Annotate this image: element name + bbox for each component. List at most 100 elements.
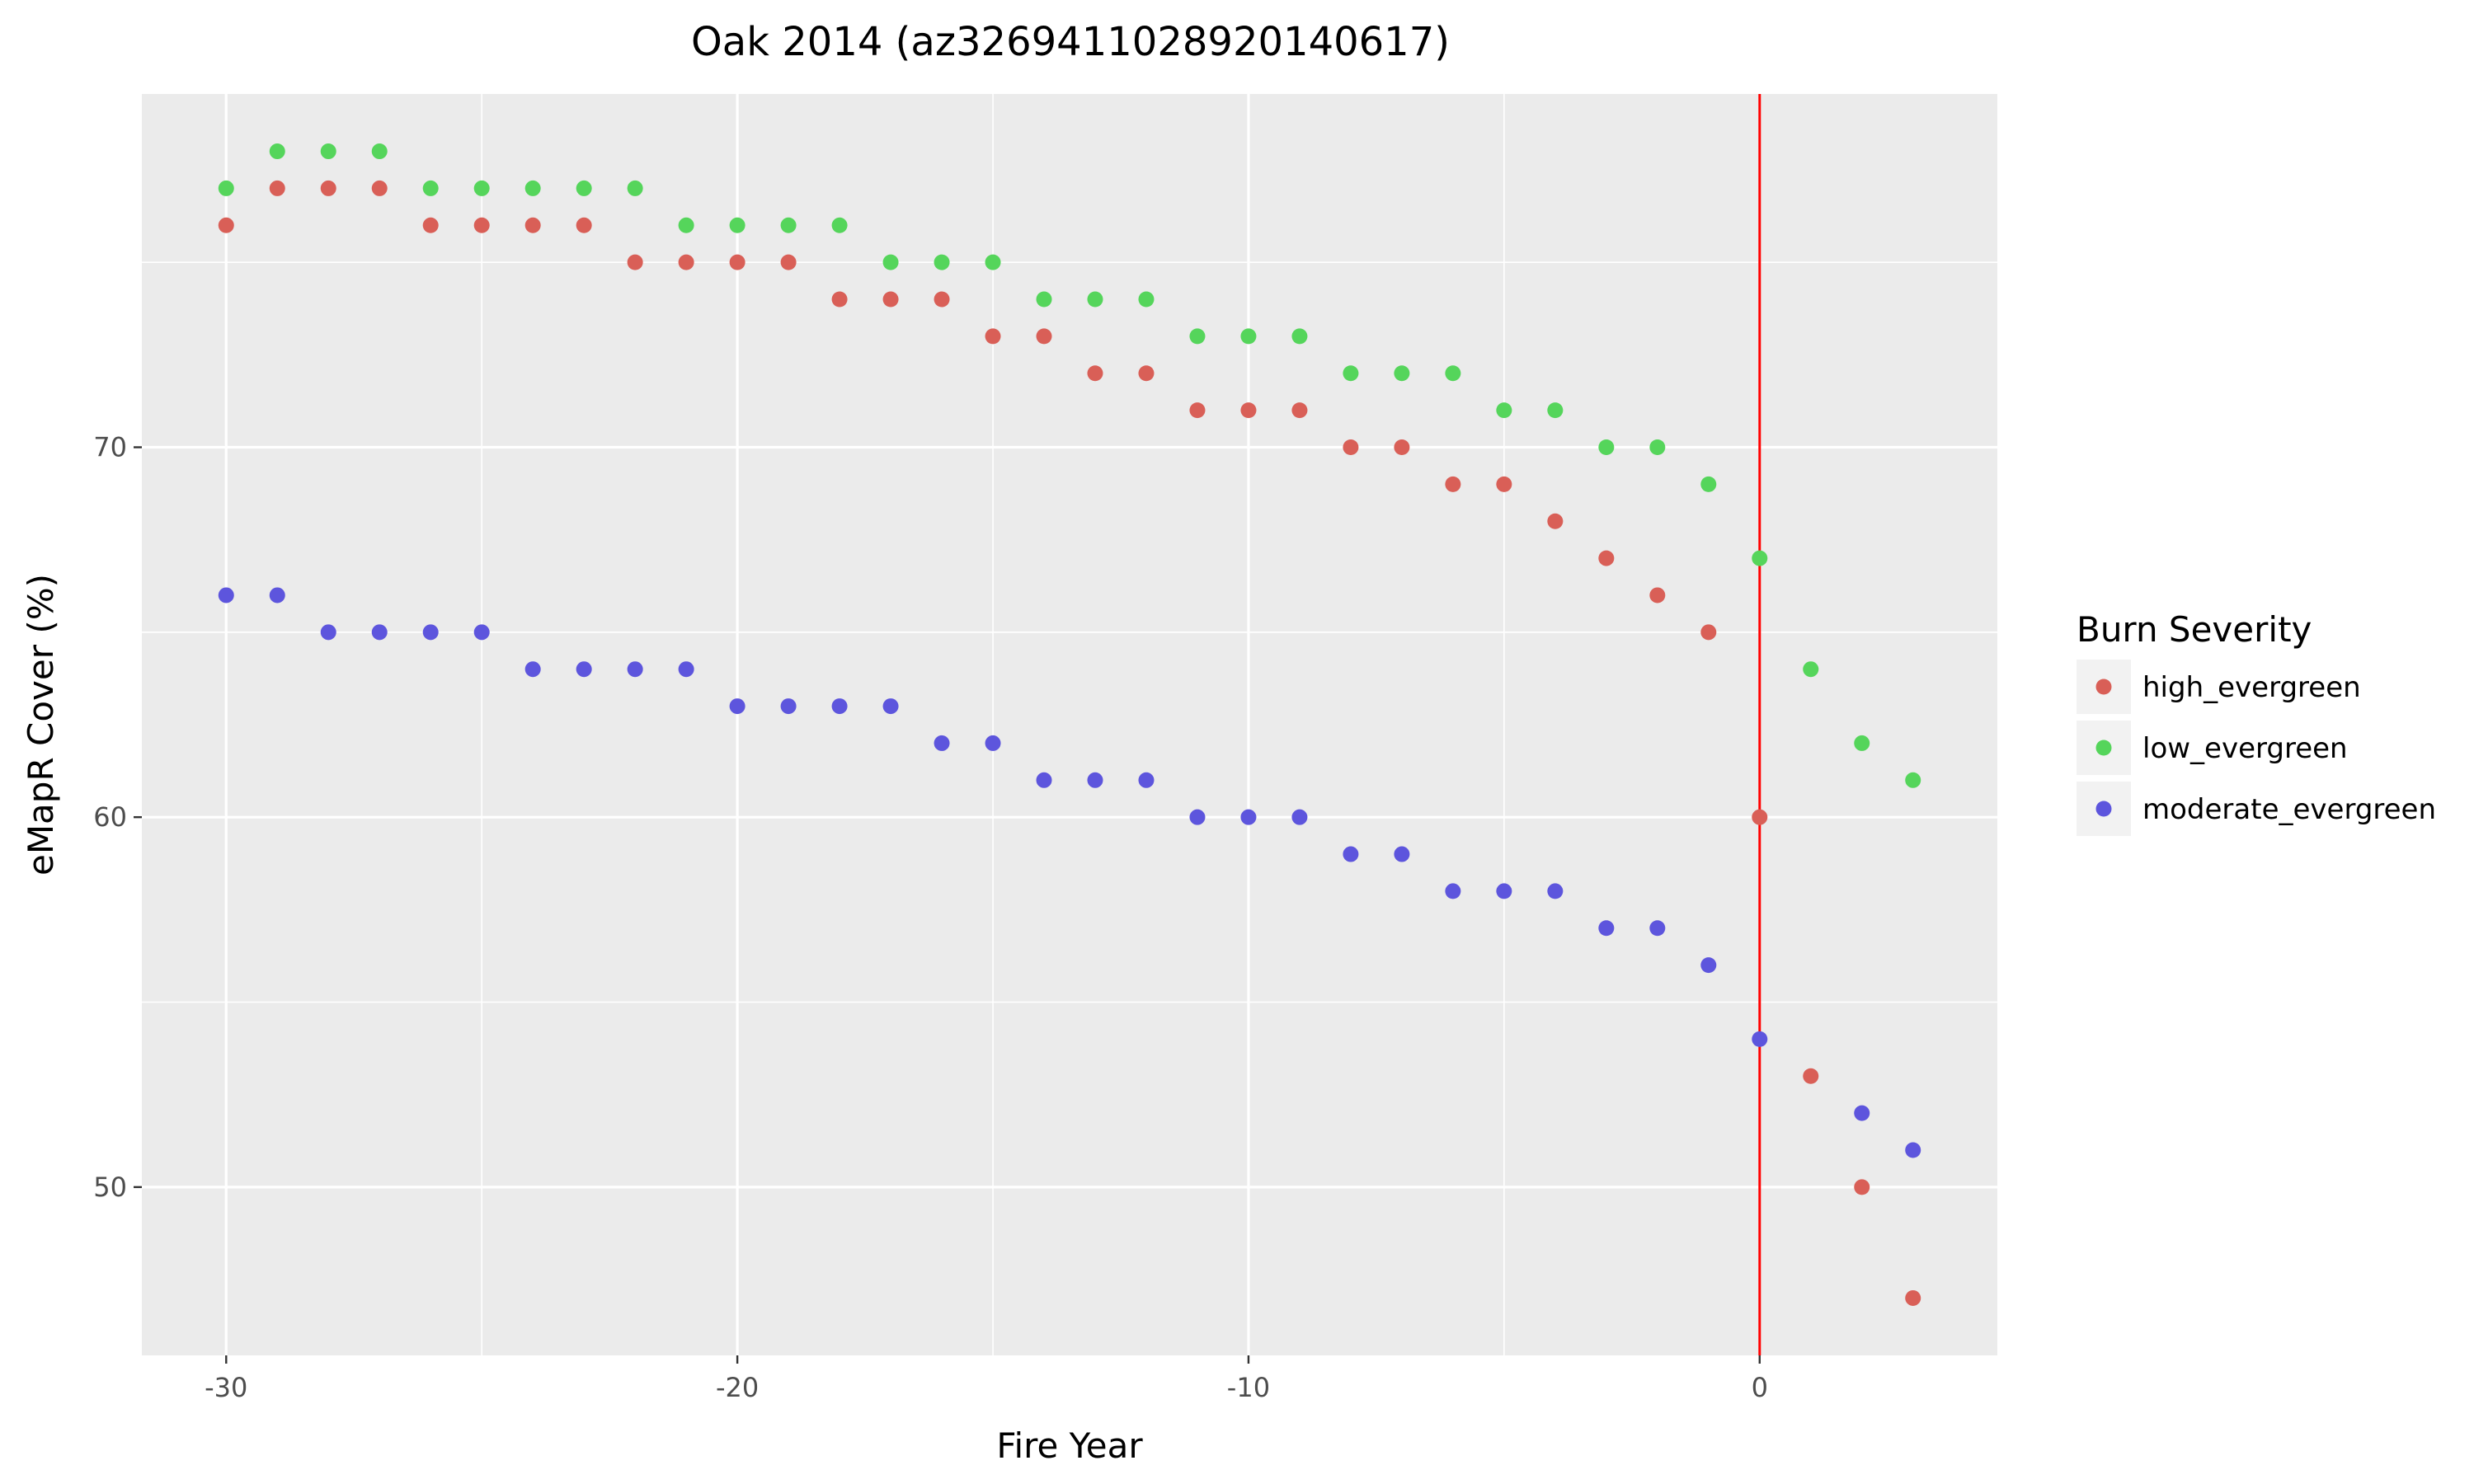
point-high_evergreen (269, 180, 285, 196)
point-moderate_evergreen (729, 698, 745, 715)
point-high_evergreen (1138, 365, 1155, 382)
point-low_evergreen (1905, 772, 1921, 788)
point-moderate_evergreen (576, 661, 592, 678)
point-low_evergreen (1291, 328, 1308, 345)
point-moderate_evergreen (1087, 772, 1103, 788)
point-high_evergreen (1036, 328, 1052, 345)
point-low_evergreen (934, 254, 950, 270)
point-high_evergreen (780, 254, 797, 270)
point-low_evergreen (473, 180, 490, 196)
point-moderate_evergreen (320, 624, 336, 641)
point-low_evergreen (371, 143, 388, 160)
point-low_evergreen (422, 180, 439, 196)
point-low_evergreen (576, 180, 592, 196)
point-moderate_evergreen (1649, 920, 1666, 937)
legend-marker-high_evergreen (2095, 679, 2112, 695)
x-tick-label: -10 (1227, 1372, 1270, 1403)
legend-title: Burn Severity (2077, 609, 2312, 650)
point-low_evergreen (1087, 291, 1103, 308)
legend-label-moderate_evergreen: moderate_evergreen (2142, 793, 2436, 826)
point-moderate_evergreen (1547, 883, 1564, 899)
point-high_evergreen (1394, 439, 1410, 455)
point-moderate_evergreen (1291, 809, 1308, 825)
point-high_evergreen (422, 217, 439, 233)
point-high_evergreen (320, 180, 336, 196)
point-low_evergreen (269, 143, 285, 160)
x-axis-ticks: -30 -20 -10 0 (205, 1355, 1768, 1403)
legend-items: high_evergreen low_evergreen moderate_ever… (2077, 660, 2436, 836)
point-low_evergreen (1649, 439, 1666, 455)
x-tick-label: -20 (716, 1372, 759, 1403)
point-moderate_evergreen (1598, 920, 1615, 937)
point-low_evergreen (1598, 439, 1615, 455)
point-low_evergreen (1240, 328, 1257, 345)
point-low_evergreen (1752, 550, 1768, 566)
point-low_evergreen (524, 180, 541, 196)
point-low_evergreen (882, 254, 899, 270)
point-low_evergreen (1343, 365, 1359, 382)
point-high_evergreen (218, 217, 234, 233)
point-high_evergreen (678, 254, 694, 270)
point-moderate_evergreen (1240, 809, 1257, 825)
point-low_evergreen (831, 217, 848, 233)
point-low_evergreen (1496, 402, 1512, 419)
point-high_evergreen (1700, 624, 1717, 641)
point-moderate_evergreen (831, 698, 848, 715)
y-axis-title: eMapR Cover (%) (21, 574, 61, 876)
x-tick-label: 0 (1752, 1372, 1768, 1403)
series-low_evergreen (218, 143, 1921, 788)
legend-label-high_evergreen: high_evergreen (2142, 671, 2361, 704)
point-high_evergreen (1240, 402, 1257, 419)
point-low_evergreen (627, 180, 643, 196)
point-moderate_evergreen (678, 661, 694, 678)
grid-minor (142, 94, 1997, 1355)
point-high_evergreen (1649, 587, 1666, 603)
point-low_evergreen (320, 143, 336, 160)
point-high_evergreen (882, 291, 899, 308)
legend: Burn Severity high_evergreen low_evergree… (2077, 609, 2436, 836)
point-high_evergreen (1905, 1289, 1921, 1306)
point-high_evergreen (1291, 402, 1308, 419)
point-moderate_evergreen (1496, 883, 1512, 899)
point-moderate_evergreen (1854, 1105, 1870, 1121)
legend-label-low_evergreen: low_evergreen (2142, 732, 2348, 765)
point-moderate_evergreen (473, 624, 490, 641)
point-moderate_evergreen (371, 624, 388, 641)
point-low_evergreen (1700, 476, 1717, 492)
point-high_evergreen (729, 254, 745, 270)
plot-panel (142, 94, 1997, 1355)
point-low_evergreen (729, 217, 745, 233)
x-axis-title: Fire Year (996, 1425, 1143, 1466)
point-moderate_evergreen (1189, 809, 1206, 825)
point-moderate_evergreen (1752, 1031, 1768, 1047)
point-high_evergreen (524, 217, 541, 233)
point-moderate_evergreen (934, 735, 950, 751)
point-low_evergreen (678, 217, 694, 233)
point-moderate_evergreen (218, 587, 234, 603)
point-moderate_evergreen (422, 624, 439, 641)
point-low_evergreen (985, 254, 1001, 270)
point-moderate_evergreen (882, 698, 899, 715)
legend-marker-moderate_evergreen (2095, 801, 2112, 817)
point-low_evergreen (1803, 661, 1819, 678)
series-high_evergreen (218, 180, 1921, 1306)
point-high_evergreen (1343, 439, 1359, 455)
y-tick-label: 70 (93, 431, 127, 463)
point-low_evergreen (1036, 291, 1052, 308)
point-high_evergreen (576, 217, 592, 233)
point-high_evergreen (1854, 1179, 1870, 1195)
point-low_evergreen (1547, 402, 1564, 419)
point-low_evergreen (1445, 365, 1461, 382)
point-moderate_evergreen (627, 661, 643, 678)
point-high_evergreen (371, 180, 388, 196)
point-moderate_evergreen (1905, 1142, 1921, 1158)
point-moderate_evergreen (524, 661, 541, 678)
point-high_evergreen (1189, 402, 1206, 419)
point-low_evergreen (780, 217, 797, 233)
point-moderate_evergreen (985, 735, 1001, 751)
x-tick-label: -30 (205, 1372, 247, 1403)
point-low_evergreen (1138, 291, 1155, 308)
point-moderate_evergreen (1343, 846, 1359, 862)
point-high_evergreen (831, 291, 848, 308)
